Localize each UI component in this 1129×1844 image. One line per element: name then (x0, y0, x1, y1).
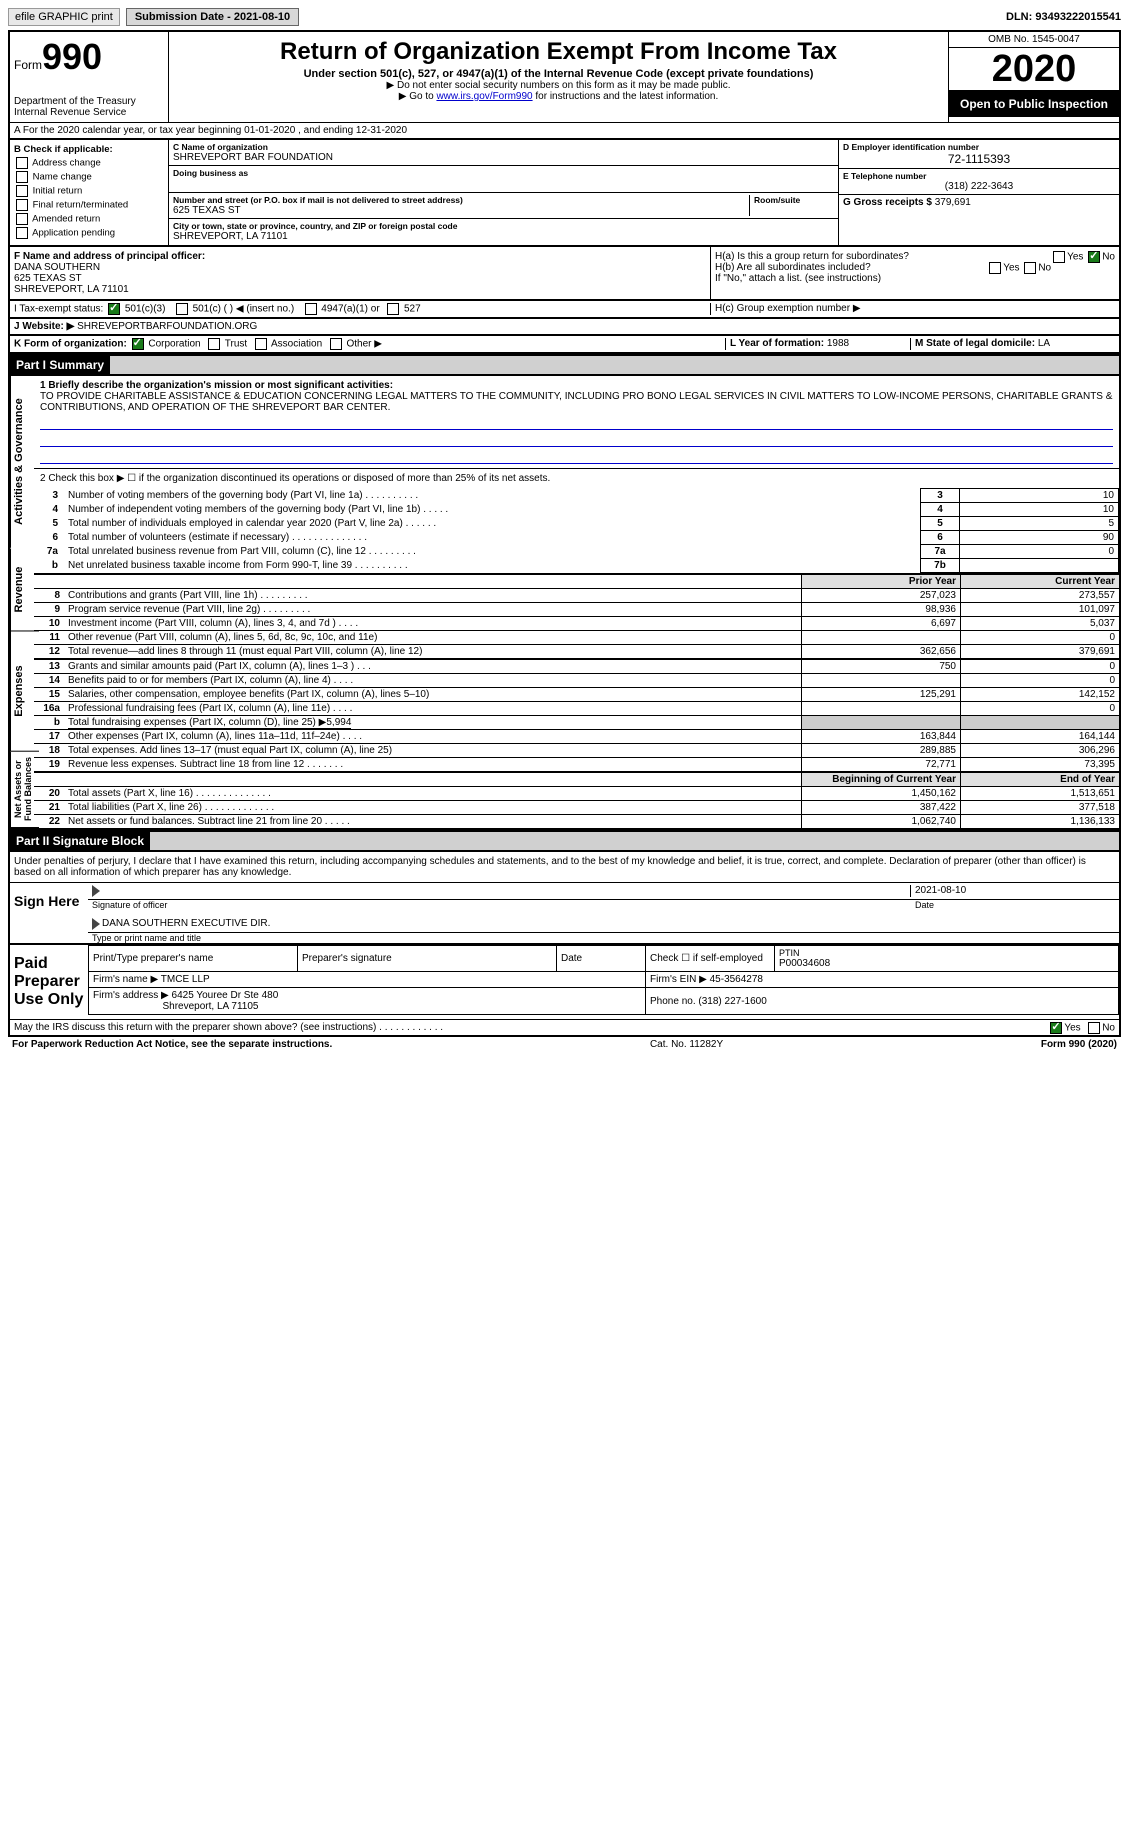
instructions-note: ▶ Go to www.irs.gov/Form990 for instruct… (173, 91, 944, 102)
website: SHREVEPORTBARFOUNDATION.ORG (77, 321, 257, 332)
ein: 72-1115393 (843, 152, 1115, 166)
tax-year: 2020 (949, 48, 1119, 91)
arrow-icon (92, 885, 100, 897)
ssn-note: ▶ Do not enter social security numbers o… (173, 80, 944, 91)
table-row: 15Salaries, other compensation, employee… (34, 688, 1119, 702)
table-row: 12Total revenue—add lines 8 through 11 (… (34, 645, 1119, 659)
table-row: 11Other revenue (Part VIII, column (A), … (34, 631, 1119, 645)
org-name: SHREVEPORT BAR FOUNDATION (173, 152, 834, 163)
org-street: 625 TEXAS ST (173, 205, 749, 216)
mission-text: TO PROVIDE CHARITABLE ASSISTANCE & EDUCA… (40, 391, 1113, 413)
table-row: bNet unrelated business taxable income f… (34, 559, 1119, 573)
form-subtitle: Under section 501(c), 527, or 4947(a)(1)… (173, 68, 944, 80)
table-row: 8Contributions and grants (Part VIII, li… (34, 589, 1119, 603)
officer-name-title: DANA SOUTHERN EXECUTIVE DIR. (102, 918, 270, 930)
table-row: 13Grants and similar amounts paid (Part … (34, 659, 1119, 674)
part1-header: Part I Summary (8, 354, 1121, 376)
top-bar: efile GRAPHIC print Submission Date - 20… (8, 8, 1121, 26)
table-row: 6Total number of volunteers (estimate if… (34, 531, 1119, 545)
telephone: (318) 222-3643 (843, 181, 1115, 192)
page-footer: For Paperwork Reduction Act Notice, see … (8, 1037, 1121, 1052)
table-row: 21Total liabilities (Part X, line 26) . … (34, 801, 1119, 815)
table-row: 10Investment income (Part VIII, column (… (34, 617, 1119, 631)
table-row: 17Other expenses (Part IX, column (A), l… (34, 730, 1119, 744)
table-row: 14Benefits paid to or for members (Part … (34, 674, 1119, 688)
firm-name: TMCE LLP (161, 974, 210, 985)
section-a-period: A For the 2020 calendar year, or tax yea… (8, 122, 1121, 140)
form-title: Return of Organization Exempt From Incom… (173, 38, 944, 66)
entity-info-grid: B Check if applicable: Address change Na… (8, 140, 1121, 247)
open-to-public: Open to Public Inspection (949, 91, 1119, 117)
table-row: bTotal fundraising expenses (Part IX, co… (34, 716, 1119, 730)
org-city: SHREVEPORT, LA 71101 (173, 231, 834, 242)
dsetl-number: DLN: 93493222015541 (1006, 11, 1121, 23)
part2-header: Part II Signature Block (8, 830, 1121, 852)
table-row: 7aTotal unrelated business revenue from … (34, 545, 1119, 559)
table-row: 20Total assets (Part X, line 16) . . . .… (34, 787, 1119, 801)
efile-label: efile GRAPHIC print (8, 8, 120, 26)
dept-label: Department of the Treasury Internal Reve… (14, 96, 164, 118)
table-row: 4Number of independent voting members of… (34, 503, 1119, 517)
irs-link[interactable]: www.irs.gov/Form990 (436, 91, 532, 102)
form-org-row: K Form of organization: Corporation Trus… (8, 336, 1121, 354)
arrow-icon (92, 918, 100, 930)
form-number: Form990 (14, 36, 164, 78)
officer-group-row: F Name and address of principal officer:… (8, 247, 1121, 301)
part1-body: Activities & Governance Revenue Expenses… (8, 376, 1121, 830)
officer-name: DANA SOUTHERN (14, 262, 706, 273)
table-row: 18Total expenses. Add lines 13–17 (must … (34, 744, 1119, 758)
submission-date-btn[interactable]: Submission Date - 2021-08-10 (126, 8, 299, 26)
table-row: 9Program service revenue (Part VIII, lin… (34, 603, 1119, 617)
table-row: 16aProfessional fundraising fees (Part I… (34, 702, 1119, 716)
table-row: 22Net assets or fund balances. Subtract … (34, 815, 1119, 829)
box-b: B Check if applicable: Address change Na… (10, 140, 169, 245)
gross-receipts: 379,691 (935, 197, 971, 208)
table-row: 19Revenue less expenses. Subtract line 1… (34, 758, 1119, 772)
table-row: 5Total number of individuals employed in… (34, 517, 1119, 531)
website-row: J Website: ▶ SHREVEPORTBARFOUNDATION.ORG (8, 319, 1121, 336)
table-row: 3Number of voting members of the governi… (34, 489, 1119, 503)
signature-block: Under penalties of perjury, I declare th… (8, 852, 1121, 1037)
omb-number: OMB No. 1545-0047 (949, 32, 1119, 48)
form-header: Form990 Department of the Treasury Inter… (8, 30, 1121, 122)
tax-status-row: I Tax-exempt status: 501(c)(3) 501(c) ( … (8, 301, 1121, 319)
